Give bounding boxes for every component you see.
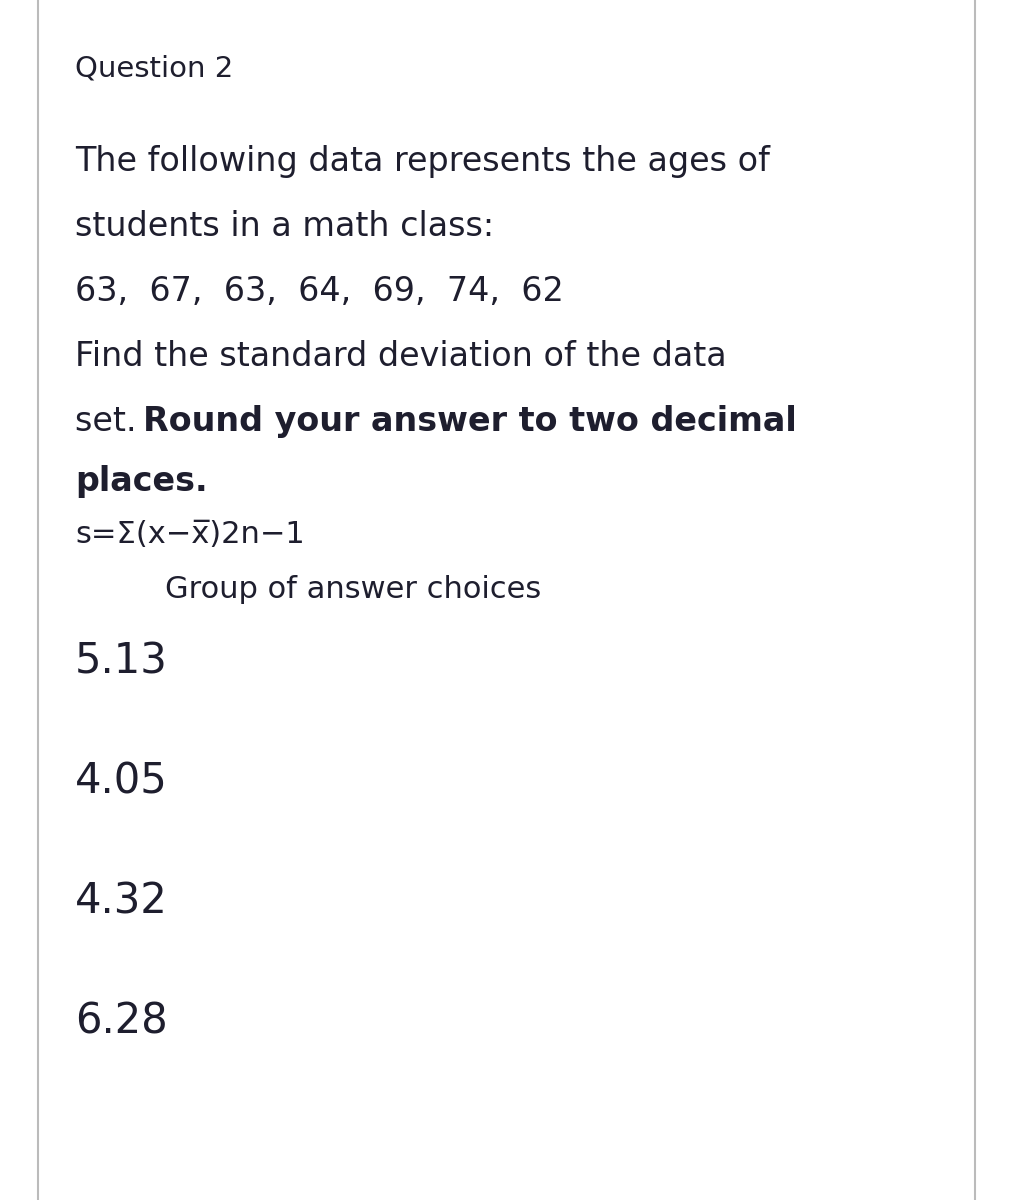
Text: 63,  67,  63,  64,  69,  74,  62: 63, 67, 63, 64, 69, 74, 62 <box>75 275 564 308</box>
Text: Group of answer choices: Group of answer choices <box>165 575 541 604</box>
Text: students in a math class:: students in a math class: <box>75 210 494 242</box>
Text: set.: set. <box>75 404 147 438</box>
Text: 4.05: 4.05 <box>75 760 168 802</box>
Text: 5.13: 5.13 <box>75 640 168 682</box>
Text: Find the standard deviation of the data: Find the standard deviation of the data <box>75 340 726 373</box>
Text: 6.28: 6.28 <box>75 1000 168 1042</box>
Text: s=Σ(x−x̅)2n−1: s=Σ(x−x̅)2n−1 <box>75 520 305 550</box>
Text: The following data represents the ages of: The following data represents the ages o… <box>75 145 770 178</box>
Text: places.: places. <box>75 464 208 498</box>
Text: Round your answer to two decimal: Round your answer to two decimal <box>143 404 797 438</box>
Text: 4.32: 4.32 <box>75 880 168 922</box>
Text: Question 2: Question 2 <box>75 55 233 83</box>
